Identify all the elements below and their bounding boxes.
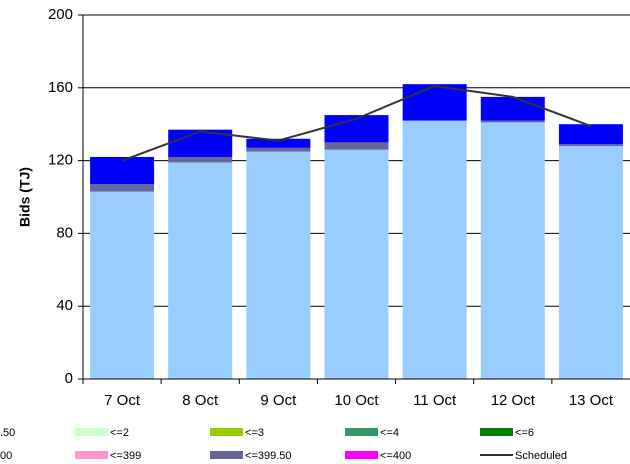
legend-swatch — [75, 428, 108, 436]
y-tick-label: 0 — [65, 370, 73, 387]
legend-label: <=6 — [515, 427, 534, 439]
legend-swatch — [345, 428, 378, 436]
x-tick-label: 9 Oct — [260, 392, 297, 409]
y-tick-label: 80 — [56, 224, 73, 241]
legend-label: <=3 — [245, 427, 264, 439]
bar-segment — [90, 184, 155, 192]
bar-segment — [558, 144, 623, 147]
bar-segment — [168, 156, 233, 163]
x-tick-label: 11 Oct — [413, 392, 457, 409]
bar-segment — [168, 162, 233, 379]
bar-segment — [246, 151, 311, 379]
bar-segment — [246, 138, 311, 148]
x-tick-label: 7 Oct — [104, 392, 141, 409]
legend-label: <=399 — [110, 450, 141, 462]
x-tick-label: 12 Oct — [491, 392, 536, 409]
legend-swatch — [480, 428, 513, 436]
legend-label: <=399.50 — [245, 450, 292, 462]
legend-swatch — [345, 451, 378, 459]
bar-segment — [558, 124, 623, 145]
x-tick-label: 10 Oct — [334, 392, 379, 409]
bar-segment — [480, 122, 545, 379]
line-series — [121, 84, 592, 162]
legend-swatch — [210, 428, 243, 436]
bar-segment — [402, 120, 467, 379]
bar-segment — [402, 84, 467, 121]
legend-label: .50 — [0, 427, 15, 439]
legend-label: <=400 — [380, 450, 411, 462]
x-tick-label: 13 Oct — [569, 392, 614, 409]
y-tick-label: 120 — [48, 152, 73, 169]
y-axis-label: Bids (TJ) — [17, 167, 33, 227]
x-tick-label: 8 Oct — [182, 392, 219, 409]
bar-segment — [480, 120, 545, 123]
legend-label: <=2 — [110, 427, 129, 439]
bar-segment — [90, 156, 155, 185]
legend-label: Scheduled — [515, 450, 567, 462]
bar-segment — [480, 96, 545, 121]
legend-label: 00 — [0, 450, 12, 462]
bar-segment — [324, 149, 389, 379]
y-tick-label: 160 — [48, 79, 73, 96]
y-tick-label: 200 — [48, 6, 73, 23]
legend-swatch — [75, 451, 108, 459]
legend-swatch — [210, 451, 243, 459]
bar-segment — [246, 147, 311, 152]
bar-segment — [558, 146, 623, 379]
bar-segment — [324, 142, 389, 150]
y-tick-label: 40 — [56, 297, 73, 314]
legend-label: <=4 — [380, 427, 399, 439]
bar-segment — [90, 191, 155, 379]
